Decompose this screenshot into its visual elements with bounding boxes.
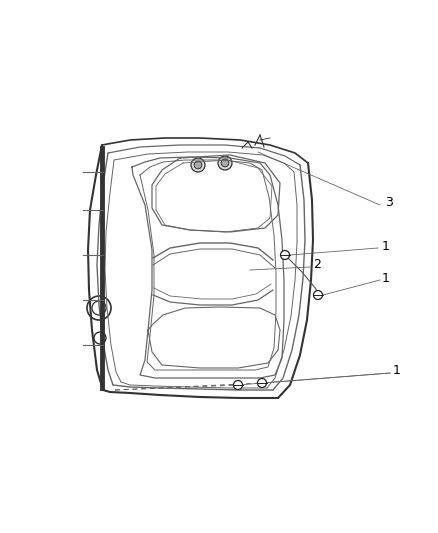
Text: 1: 1 [382,239,390,253]
Text: 1: 1 [382,271,390,285]
Circle shape [233,381,243,390]
Text: 2: 2 [313,259,321,271]
Text: 1: 1 [393,365,401,377]
Circle shape [280,251,290,260]
Circle shape [218,156,232,170]
Circle shape [221,159,229,167]
Circle shape [258,378,266,387]
Text: 3: 3 [385,197,393,209]
Circle shape [191,158,205,172]
Circle shape [194,161,202,169]
Circle shape [314,290,322,300]
